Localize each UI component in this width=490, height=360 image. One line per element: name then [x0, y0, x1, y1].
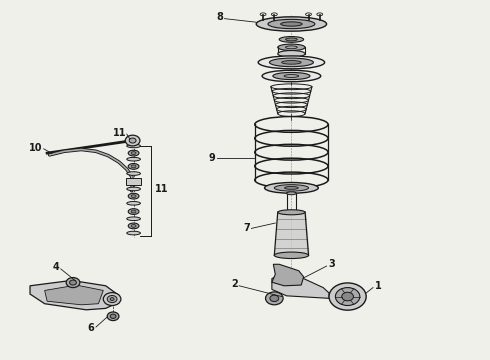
Ellipse shape — [131, 225, 136, 227]
Ellipse shape — [279, 37, 304, 42]
Ellipse shape — [127, 144, 141, 148]
Text: 6: 6 — [88, 323, 95, 333]
Ellipse shape — [131, 195, 136, 198]
Ellipse shape — [285, 186, 298, 189]
Ellipse shape — [127, 217, 141, 221]
Text: 1: 1 — [374, 281, 381, 291]
Text: 4: 4 — [52, 262, 59, 272]
Ellipse shape — [278, 44, 305, 50]
Text: 2: 2 — [231, 279, 238, 289]
Ellipse shape — [128, 223, 139, 229]
Text: 10: 10 — [29, 143, 42, 153]
Ellipse shape — [256, 17, 327, 31]
Ellipse shape — [278, 210, 305, 215]
Ellipse shape — [66, 278, 80, 288]
Polygon shape — [30, 280, 118, 310]
Ellipse shape — [265, 183, 318, 193]
Ellipse shape — [270, 58, 314, 67]
Ellipse shape — [107, 312, 119, 320]
Ellipse shape — [266, 292, 283, 305]
FancyBboxPatch shape — [126, 178, 141, 185]
Ellipse shape — [127, 202, 141, 205]
Ellipse shape — [281, 22, 302, 26]
Ellipse shape — [274, 252, 309, 258]
Ellipse shape — [128, 209, 139, 215]
Ellipse shape — [262, 70, 321, 82]
Ellipse shape — [127, 231, 141, 235]
Ellipse shape — [128, 150, 139, 156]
Ellipse shape — [70, 280, 76, 285]
Ellipse shape — [110, 298, 114, 301]
Ellipse shape — [274, 185, 309, 191]
Ellipse shape — [128, 163, 139, 169]
Ellipse shape — [128, 193, 139, 199]
Ellipse shape — [103, 293, 121, 306]
Polygon shape — [45, 285, 103, 305]
Ellipse shape — [127, 157, 141, 161]
Ellipse shape — [258, 56, 325, 69]
Ellipse shape — [131, 152, 136, 154]
Ellipse shape — [329, 283, 366, 310]
Ellipse shape — [107, 296, 117, 303]
Text: 8: 8 — [216, 12, 223, 22]
Polygon shape — [272, 271, 329, 298]
Ellipse shape — [282, 60, 301, 64]
Ellipse shape — [273, 72, 310, 80]
Text: 7: 7 — [243, 224, 250, 233]
Ellipse shape — [287, 192, 296, 195]
Ellipse shape — [268, 19, 315, 29]
Ellipse shape — [287, 211, 296, 214]
Ellipse shape — [335, 288, 360, 306]
Text: 11: 11 — [155, 184, 168, 194]
Ellipse shape — [127, 172, 141, 175]
Ellipse shape — [131, 210, 136, 213]
Polygon shape — [272, 264, 304, 286]
Ellipse shape — [131, 165, 136, 168]
Ellipse shape — [342, 292, 353, 301]
Ellipse shape — [110, 314, 116, 319]
Ellipse shape — [270, 295, 279, 302]
Ellipse shape — [278, 50, 305, 57]
Ellipse shape — [286, 38, 297, 41]
Ellipse shape — [127, 187, 141, 191]
Text: 3: 3 — [328, 259, 335, 269]
Ellipse shape — [125, 135, 140, 146]
Text: 9: 9 — [209, 153, 216, 163]
Ellipse shape — [129, 138, 136, 143]
Text: 11: 11 — [113, 128, 127, 138]
